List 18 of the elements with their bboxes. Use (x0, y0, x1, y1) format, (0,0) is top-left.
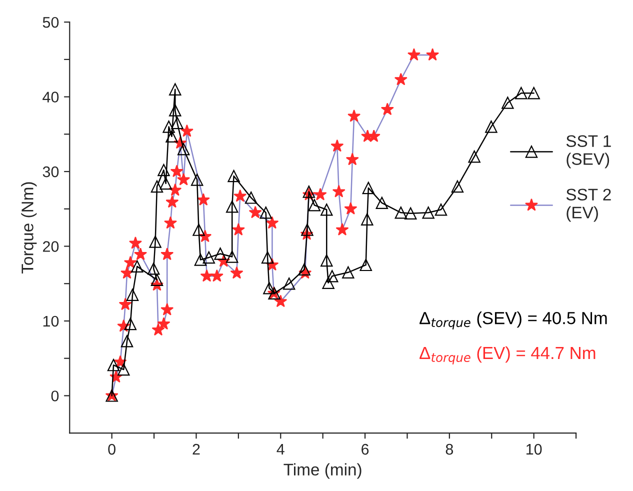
y-tick-label: 0 (51, 390, 59, 402)
y-tick-label: 30 (42, 166, 59, 178)
y-tick-label: 40 (42, 92, 59, 102)
x-tick-label: 6 (362, 444, 369, 455)
legend-label: SST 1 (SEV) (566, 135, 611, 168)
x-tick-label: 4 (276, 444, 284, 455)
x-tick-label: 10 (526, 444, 542, 455)
x-tick-label: 2 (192, 444, 200, 455)
annotation: Δ$_{torque}$ (EV) = 44.7 Nm (420, 346, 596, 364)
y-tick-label: 20 (42, 241, 59, 252)
y-tick-label: 50 (42, 16, 59, 28)
y-tick-label: 10 (43, 316, 59, 327)
annotation: Δ$_{torque}$ (SEV) = 40.5 Nm (420, 311, 607, 330)
legend-label: SST 2 (EV) (566, 188, 611, 222)
x-axis-title: Time (min) (284, 463, 362, 479)
x-tick-label: 8 (446, 444, 454, 455)
y-axis-title: Torque (Nm) (21, 182, 37, 274)
x-tick-label: 0 (108, 444, 116, 455)
